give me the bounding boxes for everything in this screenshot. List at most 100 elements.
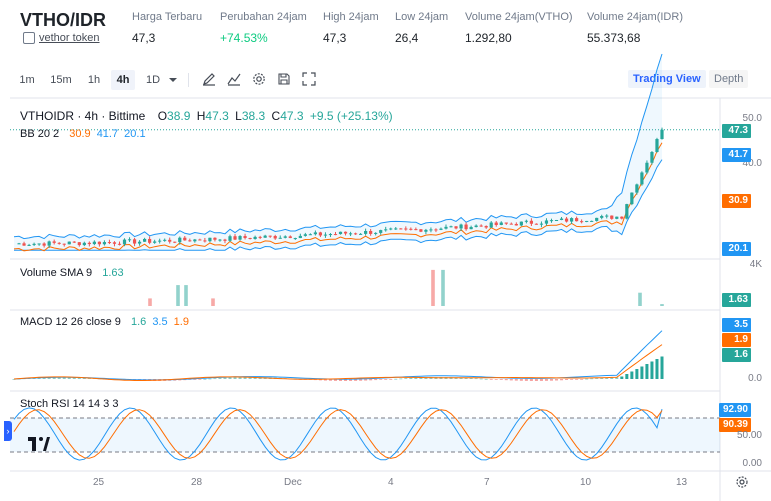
- interval-1d[interactable]: 1D: [145, 74, 161, 86]
- macd-hist-bar: [645, 364, 649, 379]
- candle-body: [424, 229, 428, 232]
- stat-value: 26,4: [395, 31, 419, 45]
- macd-hist-bar: [52, 377, 56, 379]
- tab-depth[interactable]: Depth: [709, 70, 749, 88]
- candle-body: [57, 242, 61, 244]
- stat-label: High 24jam: [323, 11, 379, 23]
- macd-hist-bar: [650, 361, 654, 379]
- candle-body: [479, 225, 483, 227]
- macd-hist-bar: [635, 369, 639, 379]
- macd-hist-bar: [349, 379, 353, 381]
- bb-basis: 30.9: [69, 128, 91, 140]
- stat-high-24h: High 24jam 47,3: [323, 11, 379, 45]
- token-link[interactable]: vethor token: [39, 32, 100, 44]
- stat-label: Volume 24jam(VTHO): [465, 11, 573, 23]
- ohlc-h-label: H: [196, 109, 206, 123]
- volume-legend: Volume SMA 9 1.63: [20, 267, 127, 279]
- macd-hist-bar: [374, 379, 378, 381]
- candle-body: [454, 226, 458, 229]
- volume-tick: 4K: [749, 259, 762, 270]
- interval-1h[interactable]: 1h: [87, 74, 101, 86]
- candle-body: [273, 235, 277, 239]
- bb-fill: [14, 54, 662, 251]
- macd-hist-bar: [610, 377, 614, 379]
- candle-body: [92, 241, 96, 245]
- candle-body: [168, 239, 172, 242]
- price-tick: 50.0: [742, 113, 762, 124]
- candle-body: [544, 220, 549, 224]
- candle-body: [268, 235, 272, 237]
- candle-body: [504, 222, 508, 224]
- draw-icon[interactable]: [202, 72, 216, 86]
- candle-body: [605, 215, 609, 217]
- stoch-label: Stoch RSI 14 14 3 3: [20, 398, 119, 410]
- macd-hist-bar: [248, 377, 252, 379]
- candle-body: [278, 237, 282, 239]
- macd-hist-bar: [605, 377, 609, 379]
- macd-hist-bar: [595, 378, 599, 379]
- candle-body: [404, 228, 408, 230]
- candle-body: [414, 229, 418, 231]
- macd-hist-bar: [359, 379, 363, 381]
- chart-settings-icon[interactable]: [735, 475, 749, 489]
- time-tick: 25: [93, 477, 105, 488]
- candle-body: [82, 242, 86, 246]
- candle-body: [233, 236, 237, 240]
- candle-body: [62, 243, 66, 245]
- settings-icon[interactable]: [252, 72, 266, 86]
- bb-label: BB 20 2: [20, 128, 60, 140]
- tab-trading-view[interactable]: Trading View: [628, 70, 706, 88]
- interval-1m[interactable]: 1m: [19, 74, 35, 86]
- macd-hist-bar: [615, 377, 619, 379]
- macd-hist-bar: [57, 377, 61, 379]
- save-icon[interactable]: [277, 72, 291, 86]
- side-toggle-icon[interactable]: ›: [4, 421, 12, 441]
- stat-volume-vtho: Volume 24jam(VTHO) 1.292,80: [465, 11, 573, 45]
- macd-hist-bar: [344, 379, 348, 381]
- macd-tick: 0.0: [748, 373, 762, 384]
- macd-hist-bar: [555, 379, 559, 381]
- candle-body: [143, 238, 147, 242]
- macd-hist-bar: [354, 379, 358, 381]
- candle-body: [449, 226, 453, 228]
- stoch-tick: 50.00: [736, 430, 762, 441]
- candle-body: [107, 242, 112, 244]
- time-tick: 10: [580, 477, 592, 488]
- macd-hist-bar: [364, 379, 368, 381]
- candle-body: [102, 242, 107, 245]
- volume-bar: [660, 304, 664, 306]
- candle-body: [248, 237, 252, 240]
- candle-body: [444, 226, 448, 229]
- chevron-down-icon[interactable]: [168, 76, 178, 84]
- candle-body: [519, 221, 523, 226]
- macd-signal-line: [13, 344, 663, 381]
- candle-body: [640, 172, 644, 185]
- macd-hist-bar: [328, 379, 332, 381]
- candle-body: [539, 223, 544, 225]
- candle-body: [660, 129, 664, 140]
- macd-hist-bar: [539, 379, 543, 381]
- macd-hist-bar: [12, 379, 16, 380]
- chart-toolbar: 1m 15m 1h 4h 1D Trading View Depth: [0, 66, 771, 92]
- candle-body: [389, 228, 393, 230]
- stat-label: Volume 24jam(IDR): [587, 11, 683, 23]
- macd-label: MACD 12 26 close 9: [20, 316, 121, 328]
- bb-lower-badge: 20.1: [722, 242, 751, 256]
- macd-hist-bar: [389, 379, 393, 380]
- candle-body: [127, 239, 132, 241]
- indicator-icon[interactable]: [227, 72, 241, 86]
- candle-body: [590, 220, 594, 222]
- fullscreen-icon[interactable]: [302, 72, 316, 86]
- stoch-tick: 0.00: [742, 458, 762, 469]
- candle-body: [67, 241, 71, 245]
- candle-body: [22, 243, 26, 246]
- macd-hist-bar: [575, 379, 579, 380]
- candle-body: [549, 220, 554, 222]
- candle-body: [283, 236, 287, 238]
- interval-4h[interactable]: 4h: [111, 70, 135, 90]
- interval-15m[interactable]: 15m: [50, 74, 72, 86]
- stoch-d-line: [13, 409, 663, 459]
- macd-hist-bar: [82, 377, 86, 379]
- candle-body: [183, 237, 187, 241]
